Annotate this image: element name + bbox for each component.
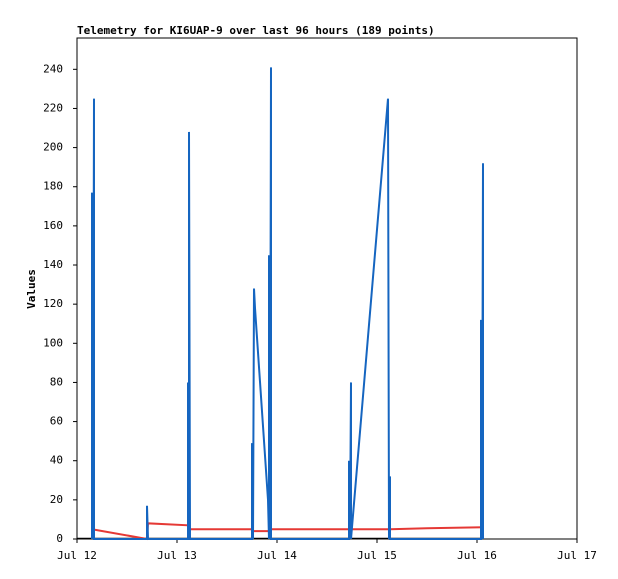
y-tick-label: 0 xyxy=(56,532,63,545)
y-tick-label: 180 xyxy=(43,180,63,193)
y-tick-label: 200 xyxy=(43,141,63,154)
y-tick-label: 140 xyxy=(43,258,63,271)
y-tick-label: 40 xyxy=(50,454,63,467)
x-tick-label: Jul 16 xyxy=(457,549,497,562)
chart-title: Telemetry for KI6UAP-9 over last 96 hour… xyxy=(77,24,435,37)
y-tick-label: 100 xyxy=(43,336,63,349)
x-tick-label: Jul 14 xyxy=(257,549,297,562)
y-tick-label: 160 xyxy=(43,219,63,232)
x-tick-label: Jul 13 xyxy=(157,549,197,562)
y-tick-label: 240 xyxy=(43,62,63,75)
data-line xyxy=(91,522,484,541)
y-tick-label: 220 xyxy=(43,101,63,114)
plot-frame xyxy=(76,37,578,540)
y-tick-label: 20 xyxy=(50,493,63,506)
y-axis-label: Values xyxy=(25,269,38,309)
y-tick-label: 80 xyxy=(50,375,63,388)
x-tick-label: Jul 15 xyxy=(357,549,397,562)
x-tick-label: Jul 12 xyxy=(57,549,97,562)
y-tick-label: 120 xyxy=(43,297,63,310)
y-tick-label: 60 xyxy=(50,415,63,428)
x-tick-label: Jul 17 xyxy=(557,549,597,562)
data-line xyxy=(91,67,484,540)
